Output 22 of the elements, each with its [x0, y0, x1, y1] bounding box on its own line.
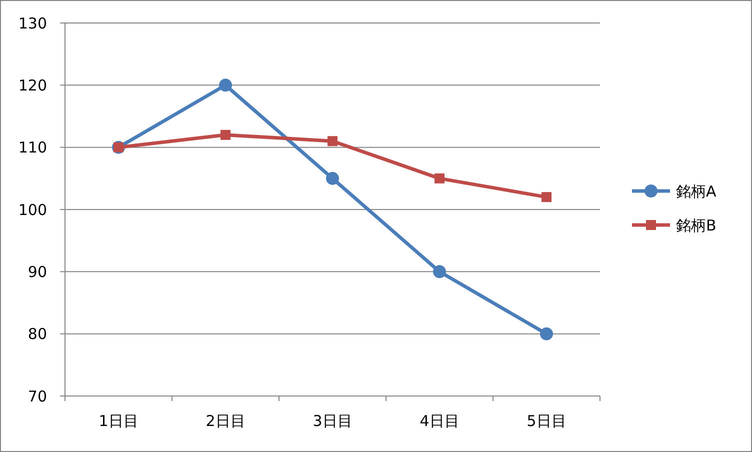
point	[219, 78, 232, 92]
x-tick-label: 5日目	[526, 412, 566, 430]
point	[220, 130, 230, 140]
legend-label: 銘柄A	[676, 182, 717, 200]
y-tick-label: 70	[28, 387, 47, 406]
point	[540, 327, 553, 340]
point	[433, 265, 446, 278]
y-tick-label: 110	[18, 138, 47, 157]
y-tick-label: 90	[28, 262, 47, 281]
point	[542, 192, 552, 202]
y-tick-label: 100	[18, 200, 47, 219]
legend-label: 銘柄B	[676, 216, 716, 234]
x-tick-label: 3日目	[312, 412, 352, 430]
y-tick-label: 120	[18, 76, 47, 94]
x-tick-label: 1日目	[98, 412, 138, 430]
point	[326, 172, 339, 185]
point	[328, 136, 338, 146]
y-tick-label: 130	[18, 14, 47, 32]
x-tick-label: 4日目	[420, 412, 460, 430]
x-tick-label: 2日目	[206, 412, 246, 430]
point	[434, 173, 444, 184]
y-tick-label: 80	[28, 325, 47, 344]
